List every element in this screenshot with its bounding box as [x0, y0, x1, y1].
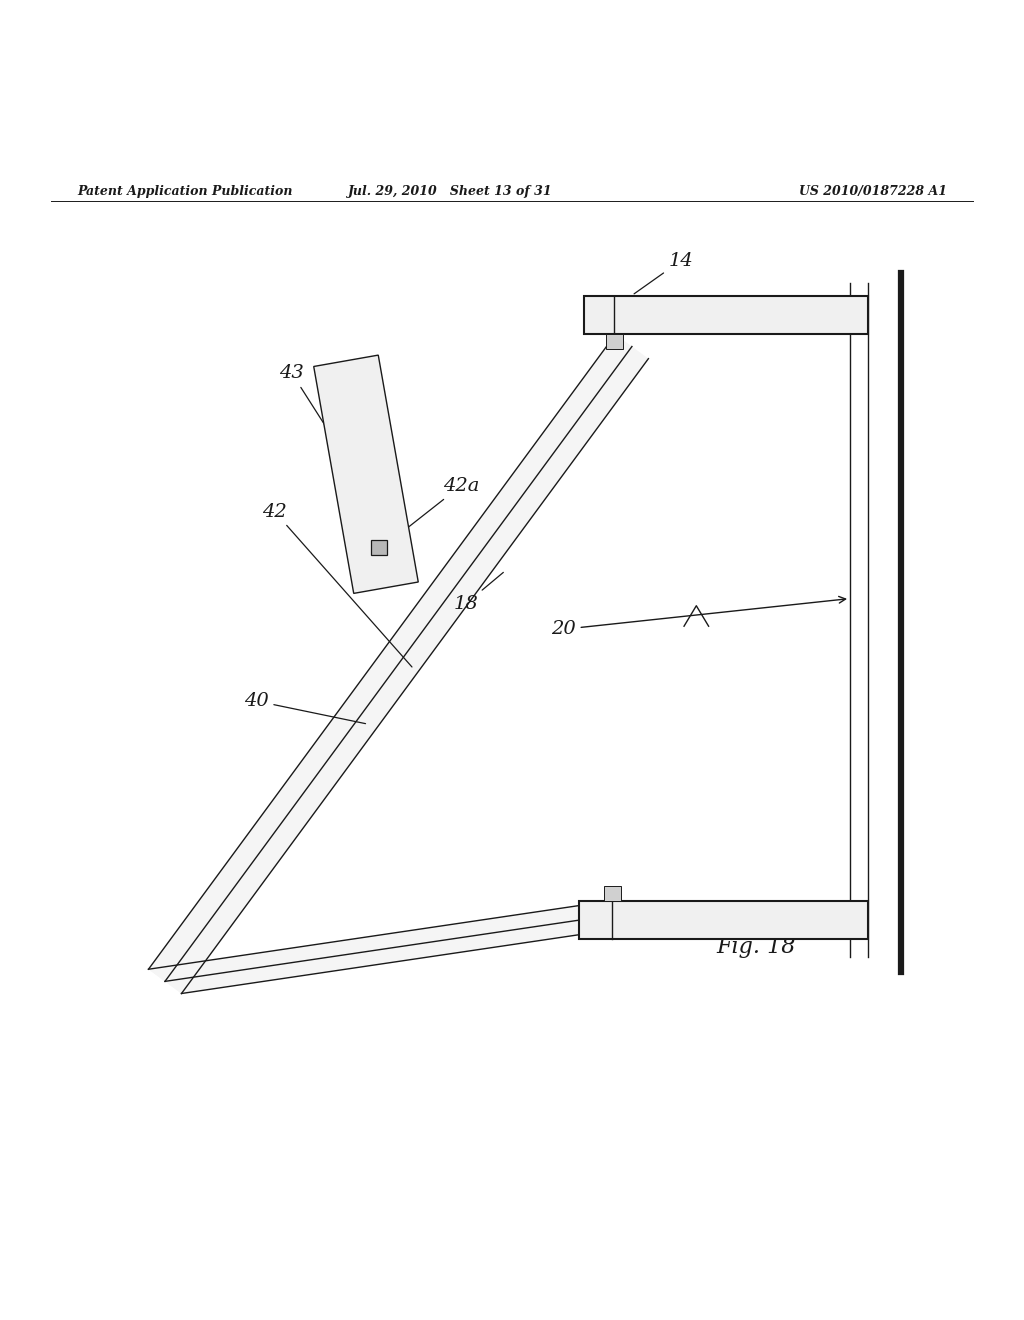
- Bar: [606, 334, 623, 348]
- Text: 42: 42: [262, 503, 412, 667]
- Text: 40: 40: [244, 692, 366, 723]
- Text: Patent Application Publication: Patent Application Publication: [77, 185, 292, 198]
- Text: 43: 43: [280, 364, 345, 457]
- Polygon shape: [165, 347, 648, 994]
- Polygon shape: [313, 355, 418, 594]
- Polygon shape: [148, 900, 629, 981]
- Text: 18: 18: [454, 573, 504, 612]
- Bar: [604, 886, 621, 900]
- Text: Jul. 29, 2010   Sheet 13 of 31: Jul. 29, 2010 Sheet 13 of 31: [348, 185, 553, 198]
- Polygon shape: [165, 912, 645, 994]
- Polygon shape: [148, 334, 632, 981]
- Text: 42a: 42a: [389, 477, 479, 543]
- Bar: [371, 540, 387, 554]
- Text: 20: 20: [551, 597, 846, 639]
- Text: 14: 14: [634, 252, 693, 294]
- Bar: [579, 900, 868, 939]
- Text: US 2010/0187228 A1: US 2010/0187228 A1: [799, 185, 947, 198]
- Bar: [584, 297, 868, 334]
- Text: Fig. 18: Fig. 18: [717, 936, 797, 958]
